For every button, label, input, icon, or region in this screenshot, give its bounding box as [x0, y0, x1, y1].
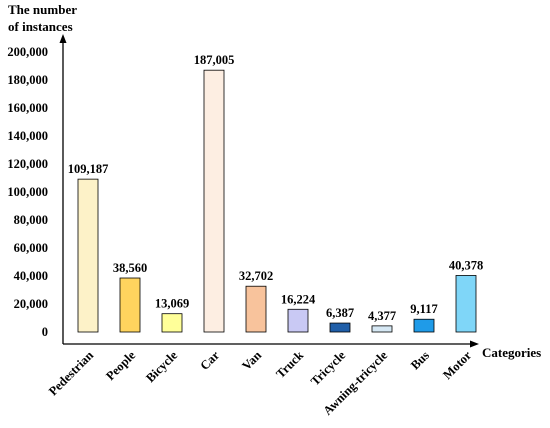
y-tick-label: 0 [42, 325, 48, 339]
y-tick-label: 120,000 [7, 157, 48, 171]
y-tick-label: 20,000 [14, 297, 48, 311]
x-tick-label: Bicycle [143, 348, 180, 385]
bar-bus [413, 318, 435, 333]
bar-tricycle [329, 322, 351, 333]
bar-truck [287, 308, 309, 333]
bar-people [119, 277, 141, 333]
data-label: 38,560 [113, 261, 147, 275]
x-tick-labels: Pedestrian People Bicycle Car Van Truck Tricyc… [46, 348, 474, 418]
data-label: 4,377 [368, 309, 396, 323]
bar-awning-tricycle [371, 325, 393, 333]
data-label: 109,187 [68, 162, 109, 176]
data-label: 13,069 [155, 297, 189, 311]
x-tick-label: Tricycle [308, 348, 348, 388]
x-axis-title: Categories [482, 345, 541, 360]
y-tick-label: 40,000 [14, 269, 48, 283]
x-tick-label: Motor [440, 348, 474, 382]
bars [77, 69, 477, 333]
y-tick-label: 60,000 [14, 241, 48, 255]
data-label: 187,005 [194, 53, 235, 67]
data-label: 6,387 [326, 306, 354, 320]
y-axis-title-line-1: The number [8, 2, 77, 17]
data-labels: 109,187 38,560 13,069 187,005 32,702 16,224 6,… [68, 53, 484, 323]
y-tick-label: 160,000 [7, 101, 48, 115]
x-tick-label: Bus [408, 348, 432, 372]
x-tick-label: Car [197, 348, 222, 373]
y-tick-label: 180,000 [7, 73, 48, 87]
y-tick-label: 80,000 [14, 213, 48, 227]
y-tick-label: 140,000 [7, 129, 48, 143]
bar-car [203, 69, 225, 333]
y-axis-title-line-2: of instances [8, 19, 73, 34]
bar-motor [455, 275, 477, 333]
bar-van [245, 285, 267, 333]
data-label: 9,117 [410, 302, 437, 316]
bar-pedestrian [77, 178, 99, 333]
x-tick-label: Truck [273, 348, 306, 381]
y-tick-labels: 0 20,000 40,000 60,000 80,000 100,000 120,000 1… [7, 45, 48, 339]
x-tick-label: Pedestrian [46, 348, 96, 398]
data-label: 32,702 [239, 269, 273, 283]
data-label: 16,224 [281, 292, 316, 306]
x-axis-arrow [470, 340, 479, 348]
data-label: 40,378 [449, 258, 483, 272]
y-tick-label: 100,000 [7, 185, 48, 199]
y-axis-arrow [59, 34, 67, 43]
y-tick-label: 200,000 [7, 45, 48, 59]
x-tick-label: People [103, 348, 138, 383]
x-tick-label: Van [239, 348, 264, 373]
bar-bicycle [161, 313, 183, 333]
